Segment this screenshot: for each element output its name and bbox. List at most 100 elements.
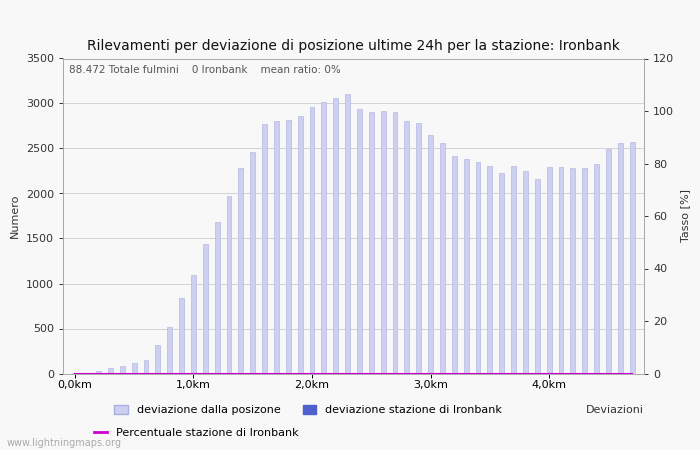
Bar (594, 164, 599, 374)
Bar (630, 142, 634, 374)
Percentuale stazione di Ironbank (545, 371, 553, 376)
Percentuale stazione di Ironbank (498, 371, 506, 376)
Bar (203, 244, 208, 374)
Bar (440, 143, 444, 374)
Legend: Percentuale stazione di Ironbank: Percentuale stazione di Ironbank (90, 423, 303, 442)
Percentuale stazione di Ironbank (165, 371, 174, 376)
Title: Rilevamenti per deviazione di posizione ultime 24h per la stazione: Ironbank: Rilevamenti per deviazione di posizione … (87, 39, 620, 53)
Bar (321, 102, 326, 374)
Percentuale stazione di Ironbank (201, 371, 209, 376)
Bar (132, 363, 136, 374)
Percentuale stazione di Ironbank (83, 371, 91, 376)
Percentuale stazione di Ironbank (592, 371, 601, 376)
Bar (582, 168, 587, 374)
Bar (570, 168, 575, 374)
Percentuale stazione di Ironbank (106, 371, 115, 376)
Bar (535, 179, 540, 374)
Percentuale stazione di Ironbank (225, 371, 233, 376)
Bar (618, 143, 623, 374)
Percentuale stazione di Ironbank (189, 371, 197, 376)
Percentuale stazione di Ironbank (533, 371, 542, 376)
Percentuale stazione di Ironbank (580, 371, 589, 376)
Bar (155, 345, 160, 373)
Percentuale stazione di Ironbank (391, 371, 399, 376)
Percentuale stazione di Ironbank (118, 371, 127, 376)
Percentuale stazione di Ironbank (474, 371, 482, 376)
Bar (405, 122, 409, 374)
Percentuale stazione di Ironbank (628, 371, 636, 376)
Percentuale stazione di Ironbank (510, 371, 518, 376)
Percentuale stazione di Ironbank (296, 371, 304, 376)
Percentuale stazione di Ironbank (486, 371, 494, 376)
Percentuale stazione di Ironbank (367, 371, 375, 376)
Bar (262, 124, 267, 374)
Text: 88.472 Totale fulmini    0 Ironbank    mean ratio: 0%: 88.472 Totale fulmini 0 Ironbank mean ra… (69, 65, 341, 75)
Bar (298, 116, 302, 374)
Percentuale stazione di Ironbank (604, 371, 612, 376)
Bar (239, 168, 243, 374)
Bar (333, 98, 338, 374)
Bar (499, 173, 504, 374)
Bar (251, 152, 255, 374)
Bar (357, 109, 362, 373)
Bar (475, 162, 480, 374)
Bar (547, 167, 552, 374)
Percentuale stazione di Ironbank (308, 371, 316, 376)
Percentuale stazione di Ironbank (260, 371, 269, 376)
Bar (227, 196, 232, 374)
Bar (191, 274, 196, 374)
Y-axis label: Tasso [%]: Tasso [%] (680, 189, 689, 243)
Percentuale stazione di Ironbank (355, 371, 363, 376)
Bar (523, 171, 528, 374)
Bar (393, 112, 398, 374)
Bar (179, 298, 184, 374)
Bar (108, 368, 113, 373)
Bar (369, 112, 374, 374)
Bar (381, 111, 386, 374)
Bar (96, 371, 101, 373)
Y-axis label: Numero: Numero (10, 194, 20, 238)
Percentuale stazione di Ironbank (142, 371, 150, 376)
Bar (606, 149, 611, 374)
Legend: deviazione dalla posizone, deviazione stazione di Ironbank: deviazione dalla posizone, deviazione st… (110, 400, 506, 420)
Percentuale stazione di Ironbank (177, 371, 186, 376)
Percentuale stazione di Ironbank (344, 371, 352, 376)
Bar (274, 122, 279, 374)
Percentuale stazione di Ironbank (237, 371, 245, 376)
Percentuale stazione di Ironbank (402, 371, 411, 376)
Percentuale stazione di Ironbank (450, 371, 459, 376)
Percentuale stazione di Ironbank (438, 371, 447, 376)
Percentuale stazione di Ironbank (284, 371, 293, 376)
Percentuale stazione di Ironbank (213, 371, 221, 376)
Percentuale stazione di Ironbank (568, 371, 577, 376)
Bar (144, 360, 148, 373)
Percentuale stazione di Ironbank (71, 371, 79, 376)
Percentuale stazione di Ironbank (154, 371, 162, 376)
Percentuale stazione di Ironbank (94, 371, 103, 376)
Percentuale stazione di Ironbank (248, 371, 257, 376)
Bar (559, 167, 564, 374)
Bar (511, 166, 516, 374)
Bar (428, 135, 433, 374)
Bar (345, 94, 350, 374)
Percentuale stazione di Ironbank (332, 371, 340, 376)
Bar (286, 120, 290, 374)
Text: www.lightningmaps.org: www.lightningmaps.org (7, 438, 122, 448)
Percentuale stazione di Ironbank (130, 371, 139, 376)
Percentuale stazione di Ironbank (414, 371, 423, 376)
Percentuale stazione di Ironbank (616, 371, 624, 376)
Text: Deviazioni: Deviazioni (586, 405, 644, 415)
Bar (309, 107, 314, 374)
Bar (167, 327, 172, 374)
Bar (452, 156, 456, 374)
Bar (215, 222, 220, 374)
Percentuale stazione di Ironbank (379, 371, 387, 376)
Bar (464, 159, 468, 374)
Percentuale stazione di Ironbank (272, 371, 281, 376)
Percentuale stazione di Ironbank (556, 371, 565, 376)
Bar (416, 123, 421, 374)
Percentuale stazione di Ironbank (462, 371, 470, 376)
Bar (487, 166, 492, 374)
Bar (120, 366, 125, 373)
Percentuale stazione di Ironbank (522, 371, 530, 376)
